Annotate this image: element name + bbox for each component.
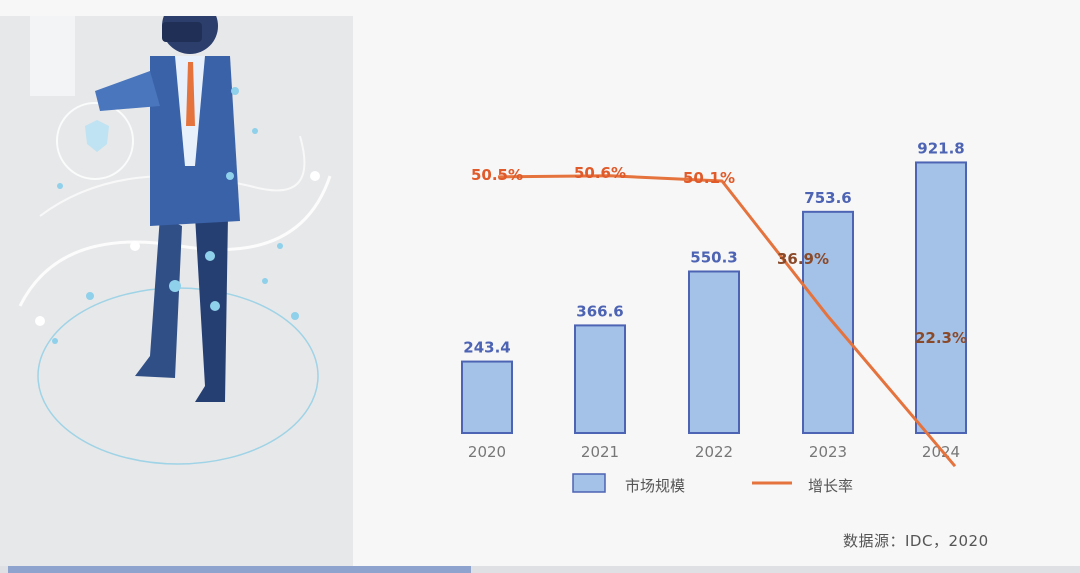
swirl-node (130, 241, 140, 251)
source-note: 数据源：IDC，2020 (843, 532, 989, 550)
man-arm (95, 71, 160, 111)
swirl-node (35, 316, 45, 326)
shield-icon (85, 120, 109, 152)
line-label-2023: 36.9% (777, 250, 829, 268)
x-tick-2023: 2023 (809, 443, 847, 461)
vr-headset-icon (162, 22, 202, 42)
man-leg (135, 216, 182, 378)
line-label-2021: 50.6% (574, 164, 626, 182)
glow-dots (52, 87, 299, 344)
legend-swatch-bar (572, 473, 606, 493)
x-tick-2022: 2022 (695, 443, 733, 461)
line-label-2022: 50.1% (683, 169, 735, 187)
legend-label-bar: 市场规模 (625, 477, 685, 495)
bar-label-2022: 550.3 (690, 248, 737, 266)
hologram-screen (30, 16, 75, 96)
bar-label-2021: 366.6 (576, 302, 623, 320)
x-tick-2021: 2021 (581, 443, 619, 461)
swirl-node (310, 171, 320, 181)
growth-rate-line (497, 174, 957, 468)
bar-label-2024: 921.8 (917, 139, 964, 157)
hologram-ring (56, 102, 134, 180)
bar-2024 (915, 161, 967, 435)
bar-2020 (461, 360, 513, 434)
bar-2022 (688, 270, 740, 434)
man-tie (186, 62, 195, 126)
bar-2021 (574, 324, 626, 434)
line-label-2020: 50.5% (471, 166, 523, 184)
bar-label-2020: 243.4 (463, 339, 510, 357)
bar-label-2023: 753.6 (804, 189, 851, 207)
progress-track (0, 566, 1080, 573)
bar-2023 (802, 210, 854, 434)
line-label-2024: 22.3% (915, 329, 967, 347)
legend: 市场规模 增长率 (572, 473, 853, 495)
legend-label-line: 增长率 (808, 477, 853, 495)
progress-fill (8, 566, 471, 573)
vr-man-illustration (18, 0, 332, 465)
x-tick-2020: 2020 (468, 443, 506, 461)
illustration-panel (0, 0, 353, 568)
